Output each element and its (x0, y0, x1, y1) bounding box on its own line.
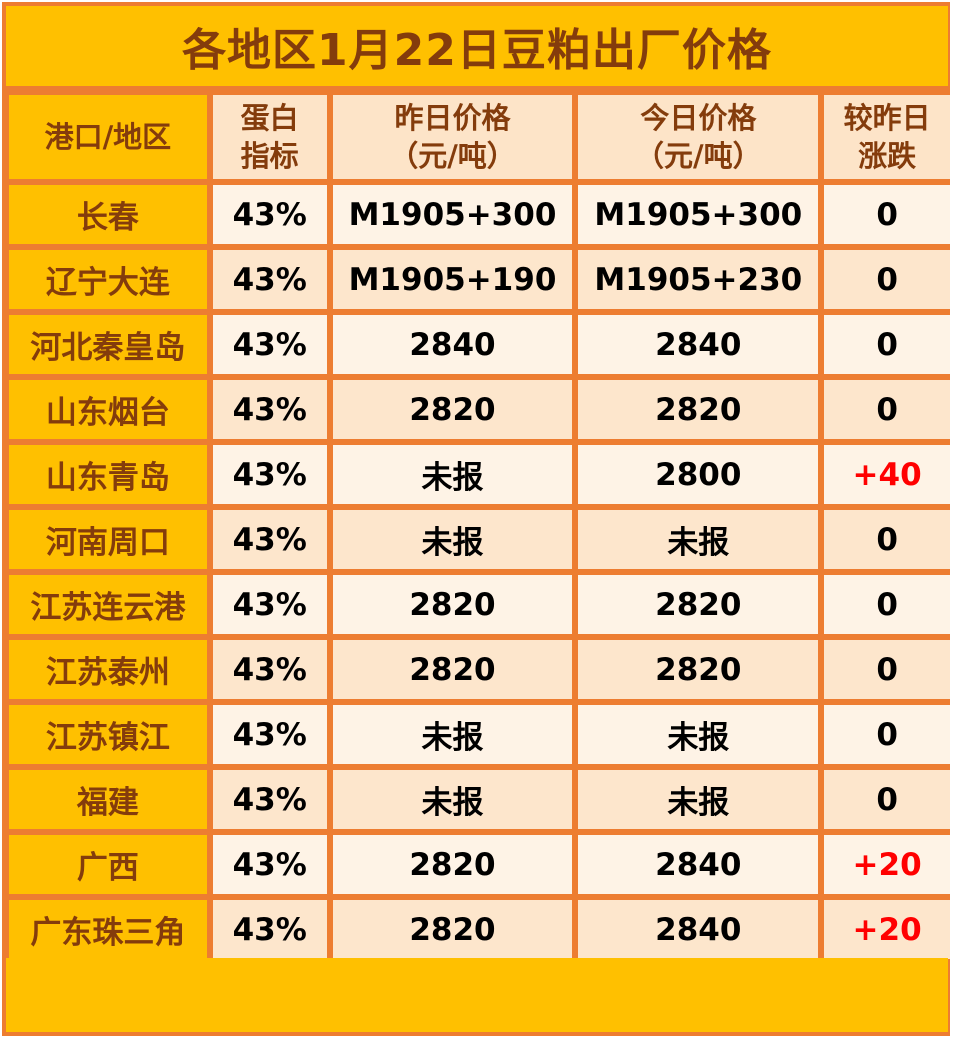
today-price-cell: M1905+230 (578, 250, 819, 309)
yesterday-price-cell: 2820 (332, 900, 573, 959)
header-protein: 蛋白 指标 (212, 95, 327, 179)
table-row: 山东青岛 43% 未报 2800 +40 (9, 445, 950, 504)
header-protein-line1: 蛋白 (240, 101, 299, 135)
change-cell: 0 (824, 315, 950, 374)
table-row: 河北秦皇岛 43% 2840 2840 0 (9, 315, 950, 374)
change-cell: +40 (824, 445, 950, 504)
header-region-label: 港口/地区 (44, 120, 172, 154)
protein-cell: 43% (212, 900, 327, 959)
region-cell: 辽宁大连 (9, 250, 207, 309)
table-row: 福建 43% 未报 未报 0 (9, 770, 950, 829)
today-price-cell: 未报 (578, 510, 819, 569)
protein-cell: 43% (212, 380, 327, 439)
yesterday-price-cell: 2840 (332, 315, 573, 374)
region-cell: 福建 (9, 770, 207, 829)
table-row: 广西 43% 2820 2840 +20 (9, 835, 950, 894)
header-yesterday-line2: （元/吨） (389, 139, 516, 173)
change-cell: +20 (824, 835, 950, 894)
region-cell: 江苏泰州 (9, 640, 207, 699)
region-cell: 山东青岛 (9, 445, 207, 504)
price-table: 港口/地区 蛋白 指标 昨日价格 （元/吨） 今日价格 （元/吨） 较昨日 涨跌… (3, 89, 956, 965)
region-cell: 广东珠三角 (9, 900, 207, 959)
table-row: 江苏镇江 43% 未报 未报 0 (9, 705, 950, 764)
change-cell: 0 (824, 510, 950, 569)
header-change-line1: 较昨日 (843, 101, 931, 135)
region-cell: 江苏镇江 (9, 705, 207, 764)
table-row: 山东烟台 43% 2820 2820 0 (9, 380, 950, 439)
today-price-cell: 未报 (578, 705, 819, 764)
protein-cell: 43% (212, 315, 327, 374)
today-price-cell: 2800 (578, 445, 819, 504)
yesterday-price-cell: 2820 (332, 835, 573, 894)
region-cell: 广西 (9, 835, 207, 894)
header-change-line2: 涨跌 (858, 139, 917, 173)
region-cell: 河南周口 (9, 510, 207, 569)
yesterday-price-cell: M1905+300 (332, 185, 573, 244)
protein-cell: 43% (212, 575, 327, 634)
region-cell: 长春 (9, 185, 207, 244)
today-price-cell: 2820 (578, 640, 819, 699)
header-today-line1: 今日价格 (640, 101, 757, 135)
yesterday-price-cell: 未报 (332, 705, 573, 764)
change-cell: 0 (824, 250, 950, 309)
today-price-cell: 未报 (578, 770, 819, 829)
protein-cell: 43% (212, 445, 327, 504)
change-cell: 0 (824, 185, 950, 244)
region-cell: 山东烟台 (9, 380, 207, 439)
today-price-cell: 2840 (578, 835, 819, 894)
change-cell: 0 (824, 770, 950, 829)
protein-cell: 43% (212, 185, 327, 244)
title-text: 各地区1月22日豆粕出厂价格 (182, 25, 772, 76)
table-row: 江苏泰州 43% 2820 2820 0 (9, 640, 950, 699)
footer-bar (6, 958, 948, 1032)
protein-cell: 43% (212, 705, 327, 764)
header-today-line2: （元/吨） (635, 139, 762, 173)
header-protein-line2: 指标 (240, 139, 299, 173)
table-row: 辽宁大连 43% M1905+190 M1905+230 0 (9, 250, 950, 309)
header-region: 港口/地区 (9, 95, 207, 179)
header-yesterday-line1: 昨日价格 (394, 101, 511, 135)
region-cell: 河北秦皇岛 (9, 315, 207, 374)
protein-cell: 43% (212, 770, 327, 829)
yesterday-price-cell: 未报 (332, 510, 573, 569)
protein-cell: 43% (212, 835, 327, 894)
table-row: 江苏连云港 43% 2820 2820 0 (9, 575, 950, 634)
change-cell: 0 (824, 705, 950, 764)
yesterday-price-cell: 未报 (332, 445, 573, 504)
yesterday-price-cell: 2820 (332, 380, 573, 439)
table-row: 长春 43% M1905+300 M1905+300 0 (9, 185, 950, 244)
yesterday-price-cell: 2820 (332, 640, 573, 699)
header-row: 港口/地区 蛋白 指标 昨日价格 （元/吨） 今日价格 （元/吨） 较昨日 涨跌 (9, 95, 950, 179)
protein-cell: 43% (212, 640, 327, 699)
header-today: 今日价格 （元/吨） (578, 95, 819, 179)
today-price-cell: 2820 (578, 575, 819, 634)
yesterday-price-cell: 未报 (332, 770, 573, 829)
today-price-cell: M1905+300 (578, 185, 819, 244)
change-cell: 0 (824, 575, 950, 634)
change-cell: 0 (824, 380, 950, 439)
today-price-cell: 2840 (578, 315, 819, 374)
change-cell: 0 (824, 640, 950, 699)
region-cell: 江苏连云港 (9, 575, 207, 634)
header-change: 较昨日 涨跌 (824, 95, 950, 179)
yesterday-price-cell: M1905+190 (332, 250, 573, 309)
today-price-cell: 2820 (578, 380, 819, 439)
protein-cell: 43% (212, 250, 327, 309)
change-cell: +20 (824, 900, 950, 959)
header-yesterday: 昨日价格 （元/吨） (332, 95, 573, 179)
page-title: 各地区1月22日豆粕出厂价格 (6, 6, 948, 86)
table-row: 广东珠三角 43% 2820 2840 +20 (9, 900, 950, 959)
today-price-cell: 2840 (578, 900, 819, 959)
yesterday-price-cell: 2820 (332, 575, 573, 634)
table-row: 河南周口 43% 未报 未报 0 (9, 510, 950, 569)
protein-cell: 43% (212, 510, 327, 569)
